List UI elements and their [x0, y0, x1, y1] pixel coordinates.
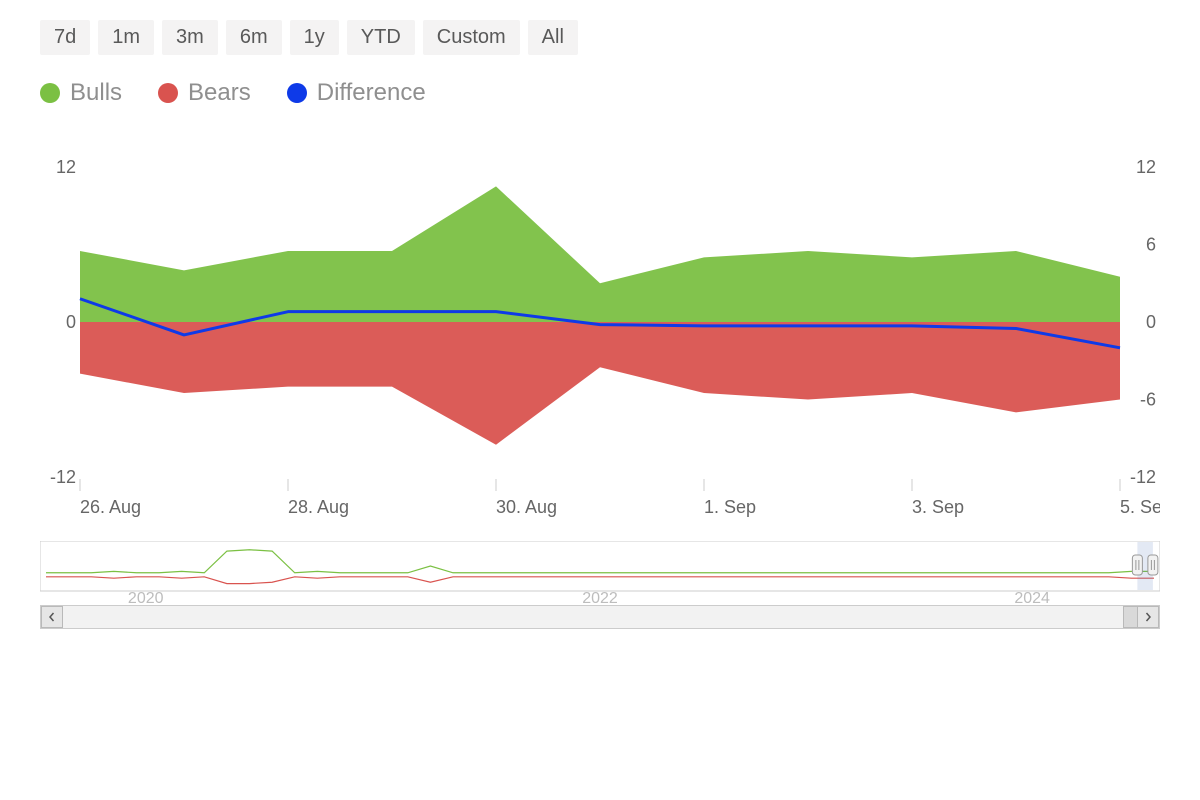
range-button-6m[interactable]: 6m: [226, 20, 282, 55]
legend-dot-icon: [158, 83, 178, 103]
scrollbar[interactable]: [40, 605, 1160, 629]
bulls-area: [80, 186, 1120, 322]
nav-handle-left[interactable]: [1132, 555, 1142, 575]
svg-text:-12: -12: [50, 467, 76, 487]
svg-text:2024: 2024: [1014, 590, 1050, 605]
main-chart[interactable]: 120-121260-6-1226. Aug28. Aug30. Aug1. S…: [40, 157, 1160, 517]
bears-area: [80, 322, 1120, 445]
scrollbar-handle[interactable]: [1123, 606, 1138, 628]
legend: Bulls Bears Difference: [40, 79, 1160, 107]
svg-text:28. Aug: 28. Aug: [288, 497, 349, 517]
legend-item-difference[interactable]: Difference: [287, 79, 426, 107]
legend-item-bulls[interactable]: Bulls: [40, 79, 122, 107]
svg-text:1. Sep: 1. Sep: [704, 497, 756, 517]
legend-item-bears[interactable]: Bears: [158, 79, 251, 107]
navigator[interactable]: 2020 2022 2024: [40, 541, 1160, 631]
svg-text:0: 0: [66, 312, 76, 332]
legend-label: Difference: [317, 79, 426, 107]
range-button-1m[interactable]: 1m: [98, 20, 154, 55]
range-button-ytd[interactable]: YTD: [347, 20, 415, 55]
svg-text:2020: 2020: [128, 590, 164, 605]
svg-text:12: 12: [1136, 157, 1156, 177]
svg-text:12: 12: [56, 157, 76, 177]
svg-text:2022: 2022: [582, 590, 618, 605]
range-button-3m[interactable]: 3m: [162, 20, 218, 55]
nav-handle-right[interactable]: [1148, 555, 1158, 575]
legend-label: Bears: [188, 79, 251, 107]
svg-text:6: 6: [1146, 235, 1156, 255]
range-button-all[interactable]: All: [528, 20, 578, 55]
scroll-right-button[interactable]: [1137, 606, 1159, 628]
svg-text:5. Sep: 5. Sep: [1120, 497, 1160, 517]
svg-text:-6: -6: [1140, 390, 1156, 410]
range-button-custom[interactable]: Custom: [423, 20, 520, 55]
legend-dot-icon: [40, 83, 60, 103]
range-selector: 7d1m3m6m1yYTDCustomAll: [40, 20, 1160, 55]
svg-text:-12: -12: [1130, 467, 1156, 487]
svg-text:0: 0: [1146, 312, 1156, 332]
nav-green-line: [46, 550, 1154, 573]
svg-text:30. Aug: 30. Aug: [496, 497, 557, 517]
legend-dot-icon: [287, 83, 307, 103]
svg-text:26. Aug: 26. Aug: [80, 497, 141, 517]
range-button-1y[interactable]: 1y: [290, 20, 339, 55]
range-button-7d[interactable]: 7d: [40, 20, 90, 55]
legend-label: Bulls: [70, 79, 122, 107]
scroll-left-button[interactable]: [41, 606, 63, 628]
nav-red-line: [46, 577, 1154, 584]
svg-text:3. Sep: 3. Sep: [912, 497, 964, 517]
